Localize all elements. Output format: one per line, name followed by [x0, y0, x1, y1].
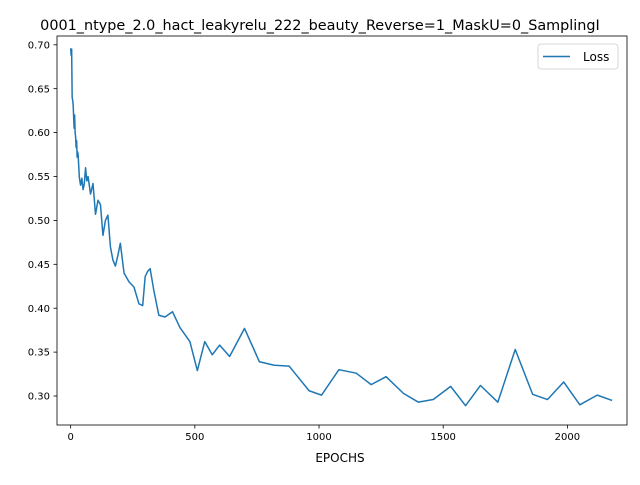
y-tick-label: 0.65 — [28, 84, 50, 95]
legend: Loss — [537, 43, 619, 70]
y-tick-label: 0.55 — [28, 172, 50, 183]
y-tick-label: 0.40 — [28, 304, 50, 315]
y-tick-label: 0.70 — [28, 40, 50, 51]
plot-frame — [56, 35, 628, 426]
y-axis-ticks: 0.30 0.35 0.40 0.45 0.50 0.55 0.60 0.65 0.70 — [28, 40, 57, 403]
series-line-loss — [69, 48, 613, 407]
x-tick-label: 1500 — [430, 432, 455, 443]
x-tick-label: 2000 — [555, 432, 580, 443]
y-tick-label: 0.35 — [28, 348, 50, 359]
series-lines — [69, 48, 613, 407]
x-axis-ticks: 0 500 1000 1500 2000 — [67, 425, 580, 443]
legend-box — [537, 43, 619, 70]
x-tick-label: 1000 — [306, 432, 331, 443]
y-tick-label: 0.30 — [28, 392, 50, 403]
x-axis-label: EPOCHS — [315, 451, 364, 465]
legend-label-loss: Loss — [583, 50, 609, 64]
y-tick-label: 0.50 — [28, 216, 50, 227]
x-tick-label: 0 — [67, 432, 73, 443]
x-tick-label: 500 — [185, 432, 204, 443]
chart-title: 0001_ntype_2.0_hact_leakyrelu_222_beauty… — [40, 18, 600, 34]
y-tick-label: 0.45 — [28, 260, 50, 271]
y-tick-label: 0.60 — [28, 128, 50, 139]
